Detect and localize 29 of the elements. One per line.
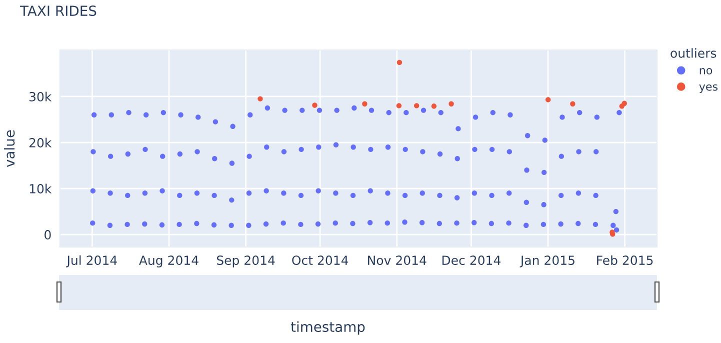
point bbox=[312, 102, 318, 108]
point bbox=[414, 103, 420, 108]
point bbox=[622, 100, 627, 106]
point bbox=[546, 97, 551, 102]
point bbox=[362, 101, 368, 106]
x-tick-label: Dec 2014 bbox=[442, 256, 500, 266]
point bbox=[431, 104, 437, 109]
legend-label: no bbox=[700, 68, 712, 74]
point bbox=[570, 101, 576, 106]
legend-label: yes bbox=[699, 84, 718, 93]
y-tick-label: 0 bbox=[44, 230, 51, 240]
point bbox=[396, 103, 402, 108]
y-tick-label: 10k bbox=[30, 184, 52, 194]
point bbox=[448, 101, 454, 106]
x-tick-label: Aug 2014 bbox=[138, 256, 198, 268]
x-tick-label: Feb 2015 bbox=[597, 255, 653, 266]
x-tick-label: Jul 2014 bbox=[66, 255, 117, 268]
y-tick-label: 30k bbox=[29, 92, 52, 102]
chart-title: TAXI RIDES bbox=[20, 6, 96, 16]
x-tick-label: Nov 2014 bbox=[368, 256, 426, 266]
y-axis-title: value bbox=[4, 130, 15, 168]
point bbox=[258, 96, 263, 102]
point bbox=[396, 60, 402, 66]
x-axis-title: timestamp bbox=[290, 321, 365, 335]
x-tick-label: Sep 2014 bbox=[216, 256, 275, 268]
legend-title: outliers bbox=[670, 48, 716, 58]
y-tick-label: 20k bbox=[29, 138, 52, 148]
x-tick-label: Jan 2015 bbox=[520, 256, 574, 268]
x-tick-label: Oct 2014 bbox=[292, 256, 348, 266]
